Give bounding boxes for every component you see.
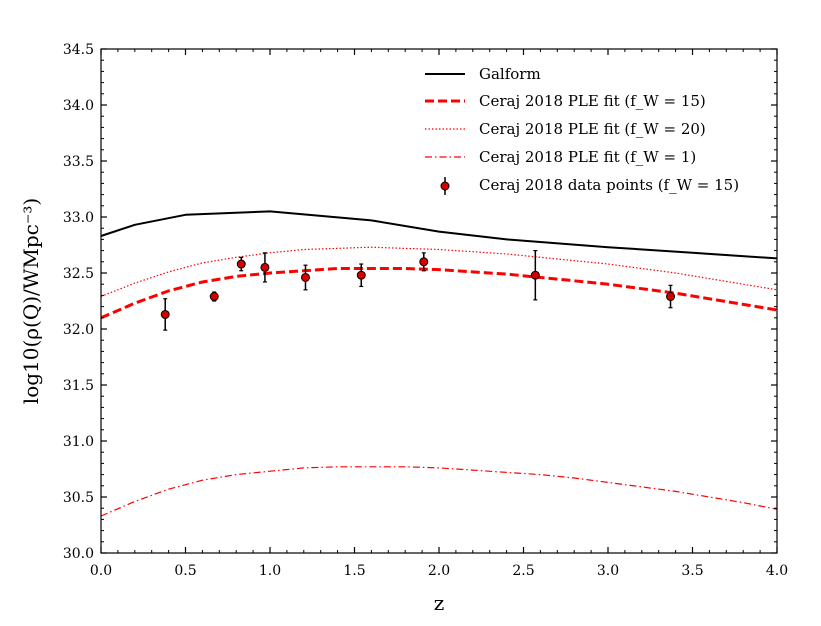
data-point-marker	[260, 262, 270, 272]
data-point-0	[160, 298, 170, 331]
ticks-layer: 0.0 0.5 1.0 1.5 2.0 2.5 3.0 3.5 4.0 30.0 30.5 31.0 3…	[63, 42, 788, 579]
data-point-8	[666, 284, 676, 309]
x-tick-label: 4.0	[766, 563, 788, 579]
x-tick-label: 1.5	[343, 563, 365, 579]
data-point-marker	[209, 292, 219, 302]
legend-label-ple-fw1: Ceraj 2018 PLE fit (f_W = 1)	[479, 148, 696, 166]
x-tick-label: 2.5	[512, 563, 534, 579]
legend-label-data-points: Ceraj 2018 data points (f_W = 15)	[479, 176, 739, 194]
data-point-marker	[356, 270, 366, 280]
y-tick-label: 30.0	[63, 546, 94, 562]
data-point-marker	[236, 259, 246, 269]
data-point-1	[209, 291, 219, 302]
x-tick-label: 3.5	[681, 563, 703, 579]
data-point-marker	[300, 272, 310, 282]
y-tick-label: 31.5	[63, 378, 94, 394]
legend-label-ple-fw20: Ceraj 2018 PLE fit (f_W = 20)	[479, 120, 706, 138]
data-point-2	[236, 256, 246, 272]
data-point-6	[419, 252, 429, 272]
x-tick-label: 3.0	[597, 563, 619, 579]
y-tick-label: 33.5	[63, 154, 94, 170]
y-axis-label: log10(ρ(Q)/WMpc⁻³)	[19, 198, 43, 404]
data-point-7	[530, 250, 540, 301]
y-tick-label: 33.0	[63, 210, 94, 226]
x-tick-label: 1.0	[259, 563, 281, 579]
series-line-3-ceraj-2018-ple-fit-f-w-1	[100, 466, 778, 517]
x-axis-label: z	[434, 591, 445, 615]
data-point-5	[356, 263, 366, 288]
legend-marker-data-point	[440, 181, 450, 191]
series-layer	[100, 210, 778, 517]
x-tick-label: 2.0	[428, 563, 450, 579]
legend: Galform Ceraj 2018 PLE fit (f_W = 15) Ce…	[425, 65, 739, 195]
series-line-0-galform	[100, 210, 778, 260]
legend-label-ple-fw15: Ceraj 2018 PLE fit (f_W = 15)	[479, 92, 706, 110]
data-point-marker	[666, 292, 676, 302]
data-point-marker	[419, 257, 429, 267]
y-tick-label: 34.0	[63, 98, 94, 114]
y-tick-label: 34.5	[63, 42, 94, 58]
y-tick-label: 30.5	[63, 490, 94, 506]
series-line-2-ceraj-2018-ple-fit-f-w-20	[100, 246, 778, 298]
x-tick-label: 0.0	[90, 563, 112, 579]
y-tick-label: 31.0	[63, 434, 94, 450]
x-tick-label: 0.5	[174, 563, 196, 579]
data-points-layer	[160, 250, 676, 331]
y-tick-label: 32.5	[63, 266, 94, 282]
data-point-marker	[160, 309, 170, 319]
data-point-4	[300, 264, 310, 291]
series-line-1-ceraj-2018-ple-fit-f-w-15	[100, 267, 778, 320]
legend-label-galform: Galform	[479, 65, 541, 83]
data-point-3	[260, 252, 270, 283]
data-point-marker	[530, 270, 540, 280]
y-tick-label: 32.0	[63, 322, 94, 338]
